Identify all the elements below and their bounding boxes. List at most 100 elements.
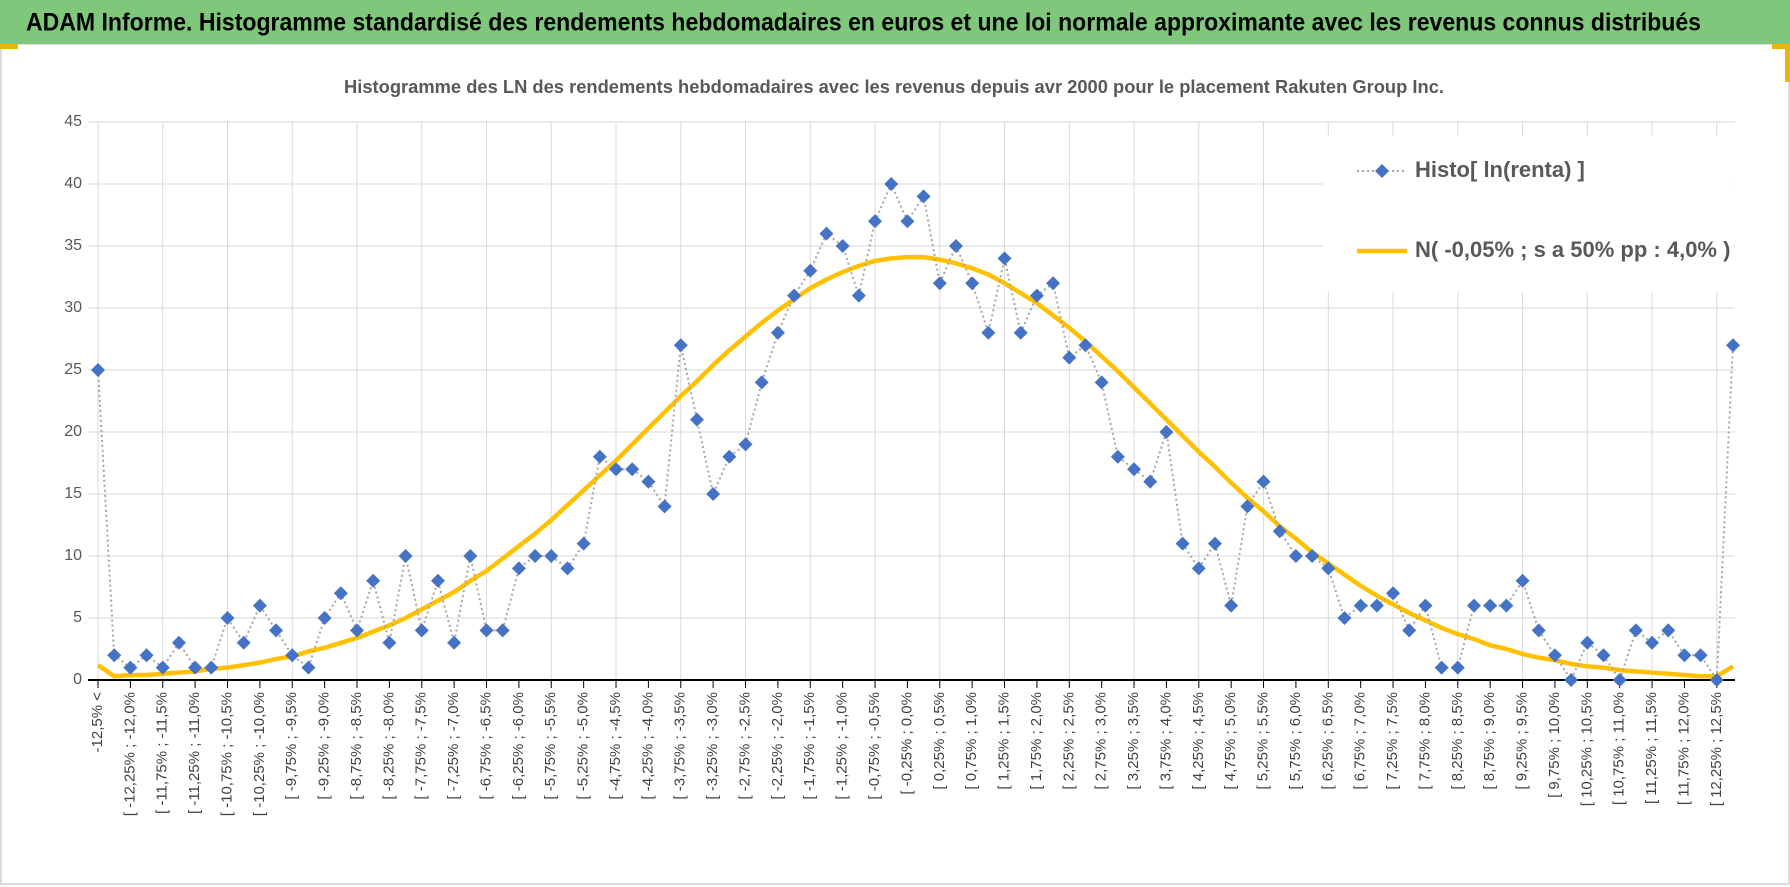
data-point <box>350 623 365 638</box>
x-tick-label: [ -0,25% ; 0,0% <box>898 692 915 795</box>
data-point <box>301 660 316 675</box>
data-point <box>673 338 688 353</box>
data-point <box>981 325 996 340</box>
data-point <box>269 623 284 638</box>
data-point <box>236 635 251 650</box>
data-point <box>592 449 607 464</box>
x-tick-label: [ -4,25% ; -4,0% <box>639 692 656 800</box>
data-point <box>609 462 624 477</box>
x-tick-label: [ 6,75% ; 7,0% <box>1352 692 1369 790</box>
data-point <box>560 561 575 576</box>
x-tick-label: [ 5,75% ; 6,0% <box>1287 692 1304 790</box>
x-tick-label: [ 6,25% ; 6,5% <box>1319 692 1336 790</box>
data-point <box>382 635 397 650</box>
data-point <box>511 561 526 576</box>
corner <box>0 44 18 49</box>
data-point <box>1434 660 1449 675</box>
x-tick-label: [ -4,75% ; -4,5% <box>607 692 624 800</box>
data-point <box>1094 375 1109 390</box>
data-point <box>1240 499 1255 514</box>
data-point <box>1224 598 1239 613</box>
x-tick-label: [ -5,25% ; -5,0% <box>575 692 592 800</box>
data-point <box>1207 536 1222 551</box>
x-tick-label: [ 3,75% ; 4,0% <box>1157 692 1174 790</box>
data-point <box>188 660 203 675</box>
data-point <box>689 412 704 427</box>
data-point <box>1110 449 1125 464</box>
data-point <box>495 623 510 638</box>
data-point <box>528 549 543 563</box>
x-tick-label: [ 4,25% ; 4,5% <box>1190 692 1207 790</box>
y-tick-label: 25 <box>64 361 82 378</box>
y-tick-label: 15 <box>64 485 82 502</box>
data-point <box>1321 561 1336 576</box>
x-tick-label: [ 1,25% ; 1,5% <box>996 692 1013 790</box>
x-tick-label: [ 4,75% ; 5,0% <box>1222 692 1239 790</box>
data-point <box>835 239 850 253</box>
x-tick-label: [ -6,25% ; -6,0% <box>510 692 527 800</box>
x-tick-label: [ 10,75% ; 11,0% <box>1611 692 1628 805</box>
data-point <box>1046 276 1061 291</box>
data-point <box>1288 549 1303 563</box>
x-tick-label: [ -5,75% ; -5,5% <box>542 692 559 800</box>
data-point <box>1693 648 1708 663</box>
y-tick-label: 45 <box>64 113 82 130</box>
data-point <box>107 648 122 663</box>
y-tick-label: 40 <box>64 175 82 192</box>
data-point <box>997 251 1012 266</box>
x-tick-label: [ 11,25% ; 11,5% <box>1643 692 1660 804</box>
corner <box>1772 44 1790 49</box>
data-point <box>965 276 980 291</box>
x-tick-label: [ 9,25% ; 9,5% <box>1514 692 1531 790</box>
y-tick-label: 30 <box>64 299 82 316</box>
x-tick-label: [ -7,25% ; -7,0% <box>445 692 462 800</box>
data-point <box>1272 524 1287 539</box>
data-point <box>1547 648 1562 663</box>
data-point <box>123 660 138 675</box>
data-point <box>1515 573 1530 588</box>
data-point <box>398 549 413 563</box>
page-title: ADAM Informe. Histogramme standardisé de… <box>26 9 1701 37</box>
data-point <box>868 214 883 229</box>
data-point <box>1402 623 1417 638</box>
data-point <box>625 462 640 477</box>
x-tick-label: -12,5% < <box>89 692 106 753</box>
data-point <box>1191 561 1206 576</box>
y-tick-label: 20 <box>64 423 82 440</box>
x-tick-label: [ -3,75% ; -3,5% <box>672 692 689 800</box>
x-tick-label: [ -0,75% ; -0,5% <box>866 692 883 800</box>
data-point <box>851 288 866 303</box>
data-point <box>1337 611 1352 625</box>
data-point <box>1726 338 1740 353</box>
data-point <box>706 487 721 501</box>
x-tick-label: [ -10,75% ; -10,5% <box>218 692 235 816</box>
x-tick-label: [ 9,75% ; 10,0% <box>1546 692 1563 798</box>
x-tick-label: [ -3,25% ; -3,0% <box>704 692 721 800</box>
data-point <box>139 648 154 663</box>
data-point <box>657 499 672 514</box>
y-tick-label: 35 <box>64 237 82 254</box>
x-tick-label: [ 7,75% ; 8,0% <box>1416 692 1433 790</box>
y-tick-label: 5 <box>73 609 82 626</box>
data-point <box>1369 598 1384 613</box>
data-point <box>1645 635 1660 650</box>
legend-marker <box>1375 164 1389 178</box>
x-tick-label: [ 1,75% ; 2,0% <box>1028 692 1045 790</box>
data-point <box>1612 673 1627 687</box>
x-tick-label: [ -11,75% ; -11,5% <box>154 692 171 814</box>
y-tick-label: 10 <box>64 547 82 564</box>
data-point <box>1418 598 1433 613</box>
x-tick-label: [ -2,25% ; -2,0% <box>769 692 786 800</box>
x-tick-label: [ -10,25% ; -10,0% <box>251 692 268 816</box>
x-tick-label: [ -9,25% ; -9,0% <box>316 692 333 800</box>
x-tick-label: [ 2,25% ; 2,5% <box>1060 692 1077 790</box>
data-point <box>1159 425 1174 439</box>
data-point <box>1596 648 1611 663</box>
chart-title: Histogramme des LN des rendements hebdom… <box>344 77 1444 97</box>
data-point <box>1531 623 1546 638</box>
data-point <box>803 263 818 278</box>
corner <box>1785 44 1790 82</box>
data-point <box>204 660 219 675</box>
data-point <box>1709 673 1724 687</box>
x-tick-label: [ 0,75% ; 1,0% <box>963 692 980 790</box>
